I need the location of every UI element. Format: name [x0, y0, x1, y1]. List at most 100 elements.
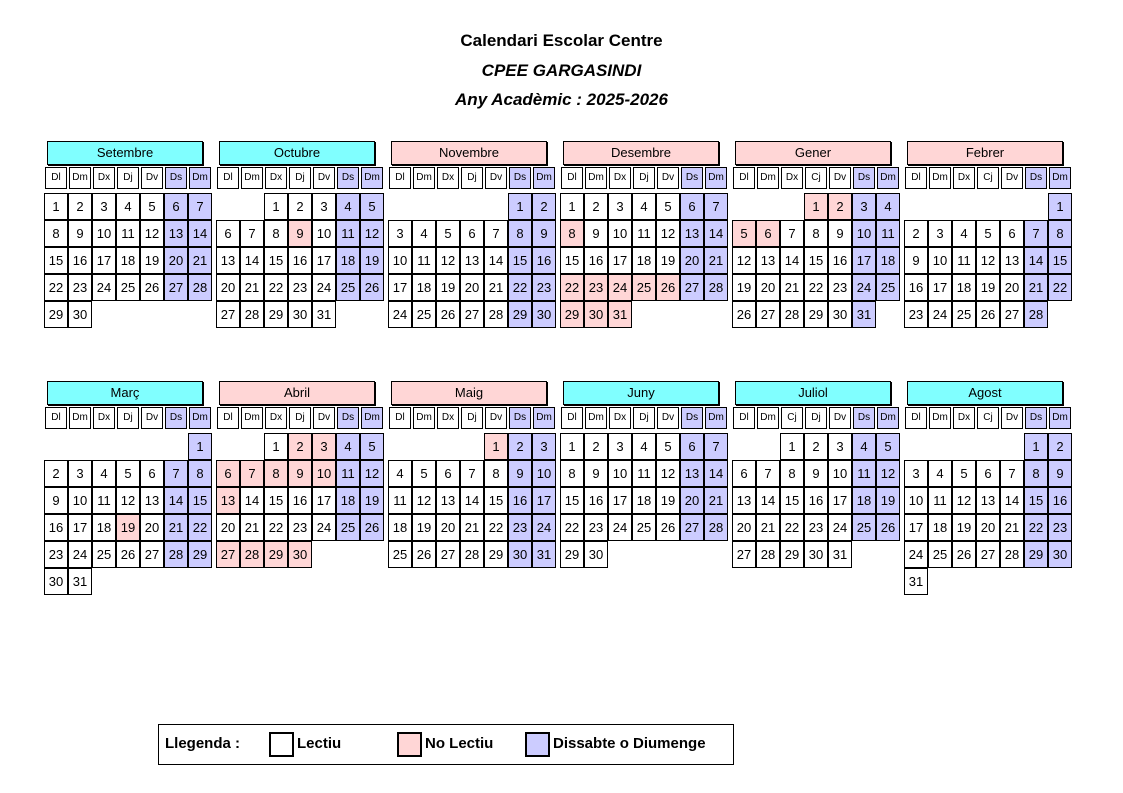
day-cell: 28 [460, 541, 484, 568]
day-cell: 10 [92, 220, 116, 247]
legend-swatch [269, 732, 294, 757]
day-cell: 21 [704, 487, 728, 514]
day-cell: 28 [756, 541, 780, 568]
day-cell: 27 [976, 541, 1000, 568]
day-cell: 3 [532, 433, 556, 460]
day-cell: 11 [412, 247, 436, 274]
day-cell: 7 [1000, 460, 1024, 487]
weekday-header: Ds [165, 167, 187, 189]
weekday-header: Ds [681, 407, 703, 429]
day-cell: 21 [756, 514, 780, 541]
weekday-header: Dm [1049, 167, 1071, 189]
day-cell: 28 [1000, 541, 1024, 568]
day-cell: 27 [216, 301, 240, 328]
day-cell: 30 [804, 541, 828, 568]
day-cell: 4 [412, 220, 436, 247]
weekday-header: Dv [657, 407, 679, 429]
day-cell: 5 [952, 460, 976, 487]
day-cell: 24 [68, 541, 92, 568]
day-cell: 29 [804, 301, 828, 328]
weekday-header: Dj [633, 167, 655, 189]
day-cell: 14 [188, 220, 212, 247]
weekday-header: Dm [877, 167, 899, 189]
day-cell: 30 [288, 541, 312, 568]
day-cell: 22 [264, 274, 288, 301]
day-cell: 1 [804, 193, 828, 220]
day-cell: 22 [44, 274, 68, 301]
day-cell: 6 [460, 220, 484, 247]
day-cell: 29 [560, 301, 584, 328]
day-cell: 5 [656, 433, 680, 460]
day-cell: 8 [264, 220, 288, 247]
day-cell: 7 [780, 220, 804, 247]
day-cell: 1 [1024, 433, 1048, 460]
weekday-header: Dx [93, 167, 115, 189]
day-cell: 24 [388, 301, 412, 328]
day-cell: 20 [460, 274, 484, 301]
day-cell: 13 [680, 460, 704, 487]
weekday-header: Dm [241, 407, 263, 429]
day-cell: 3 [852, 193, 876, 220]
day-cell: 11 [876, 220, 900, 247]
weekday-header: Dv [485, 167, 507, 189]
day-cell: 18 [412, 274, 436, 301]
day-cell: 29 [560, 541, 584, 568]
day-cell: 11 [336, 220, 360, 247]
weekday-header: Dm [1049, 407, 1071, 429]
day-cell: 5 [360, 193, 384, 220]
weekday-header: Dj [117, 407, 139, 429]
weekday-header: Dv [485, 407, 507, 429]
day-cell: 21 [240, 274, 264, 301]
day-cell: 19 [360, 487, 384, 514]
school-name: CPEE GARGASINDI [481, 61, 642, 80]
day-cell: 17 [828, 487, 852, 514]
day-cell: 14 [1024, 247, 1048, 274]
day-cell: 15 [804, 247, 828, 274]
day-cell: 4 [92, 460, 116, 487]
day-cell: 8 [508, 220, 532, 247]
day-cell: 8 [188, 460, 212, 487]
day-cell: 16 [804, 487, 828, 514]
day-cell: 6 [680, 433, 704, 460]
day-cell: 29 [188, 541, 212, 568]
day-cell: 1 [44, 193, 68, 220]
weekday-header: Dl [905, 407, 927, 429]
day-cell: 28 [164, 541, 188, 568]
day-cell: 12 [140, 220, 164, 247]
day-cell: 2 [68, 193, 92, 220]
day-cell: 2 [1048, 433, 1072, 460]
day-cell: 19 [976, 274, 1000, 301]
day-cell: 9 [584, 220, 608, 247]
weekday-header: Dm [533, 167, 555, 189]
day-cell: 8 [804, 220, 828, 247]
weekday-header: Cj [781, 407, 803, 429]
legend-label: No Lectiu [425, 735, 494, 752]
day-cell: 11 [852, 460, 876, 487]
weekday-header: Dv [141, 167, 163, 189]
weekday-header: Dx [781, 167, 803, 189]
weekday-header: Dm [705, 167, 727, 189]
month-title: Gener [735, 141, 891, 165]
day-cell: 10 [608, 460, 632, 487]
day-cell: 15 [44, 247, 68, 274]
day-cell: 15 [264, 487, 288, 514]
day-cell: 2 [532, 193, 556, 220]
day-cell: 23 [288, 274, 312, 301]
day-cell: 28 [240, 301, 264, 328]
day-cell: 23 [804, 514, 828, 541]
day-cell: 3 [312, 433, 336, 460]
day-cell: 22 [1024, 514, 1048, 541]
weekday-header: Dv [657, 167, 679, 189]
day-cell: 18 [632, 247, 656, 274]
weekday-header: Dl [733, 167, 755, 189]
day-cell: 12 [360, 220, 384, 247]
weekday-header: Dv [829, 167, 851, 189]
day-cell: 2 [828, 193, 852, 220]
day-cell: 12 [436, 247, 460, 274]
day-cell: 25 [336, 274, 360, 301]
day-cell: 30 [44, 568, 68, 595]
day-cell: 11 [928, 487, 952, 514]
day-cell: 10 [608, 220, 632, 247]
day-cell: 29 [264, 301, 288, 328]
